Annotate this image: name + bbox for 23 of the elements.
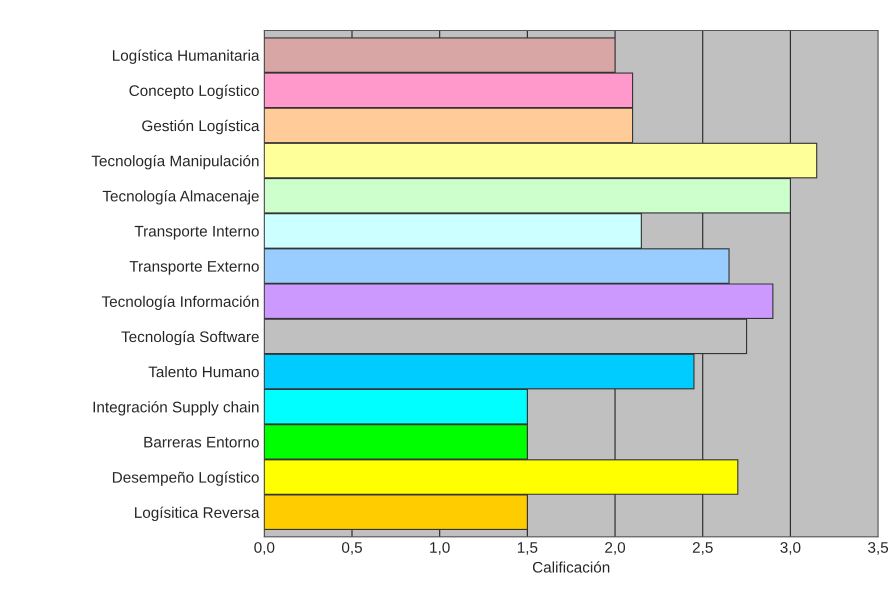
y-tick-label: Barreras Entorno <box>144 436 259 448</box>
y-tick-label: Concepto Logístico <box>129 84 259 100</box>
x-tick-label: 1,5 <box>518 542 538 555</box>
y-tick-label: Tecnología Software <box>121 330 259 346</box>
y-tick-label: Talento Humano <box>148 366 259 378</box>
x-tick-label: 2,0 <box>605 542 626 555</box>
x-axis-title: Calificación <box>532 561 610 573</box>
x-tick-label: 0,5 <box>342 542 362 555</box>
y-tick-label: Transporte Externo <box>130 261 259 275</box>
y-tick-label: Integración Supply chain <box>94 401 258 416</box>
x-tick-label: 0,0 <box>254 542 274 555</box>
x-tick-label: 3,5 <box>868 542 888 555</box>
y-tick-label: Gestión Logística <box>142 120 260 134</box>
x-tick-label: 2,5 <box>692 542 713 555</box>
y-tick-label: Logísitica Reversa <box>135 506 260 521</box>
y-tick-label: Desempeño Logístico <box>112 471 259 486</box>
y-tick-label: Tecnología Manipulación <box>92 154 258 170</box>
y-tick-label: Transporte Interno <box>134 226 259 240</box>
y-tick-label: Tecnología Almacenaje <box>102 190 259 205</box>
y-tick-label: Tecnología Información <box>102 296 258 310</box>
y-tick-label: Logística Humanitaria <box>112 49 260 64</box>
x-tick-label: 3,0 <box>780 542 800 555</box>
x-tick-label: 1,0 <box>430 542 450 555</box>
